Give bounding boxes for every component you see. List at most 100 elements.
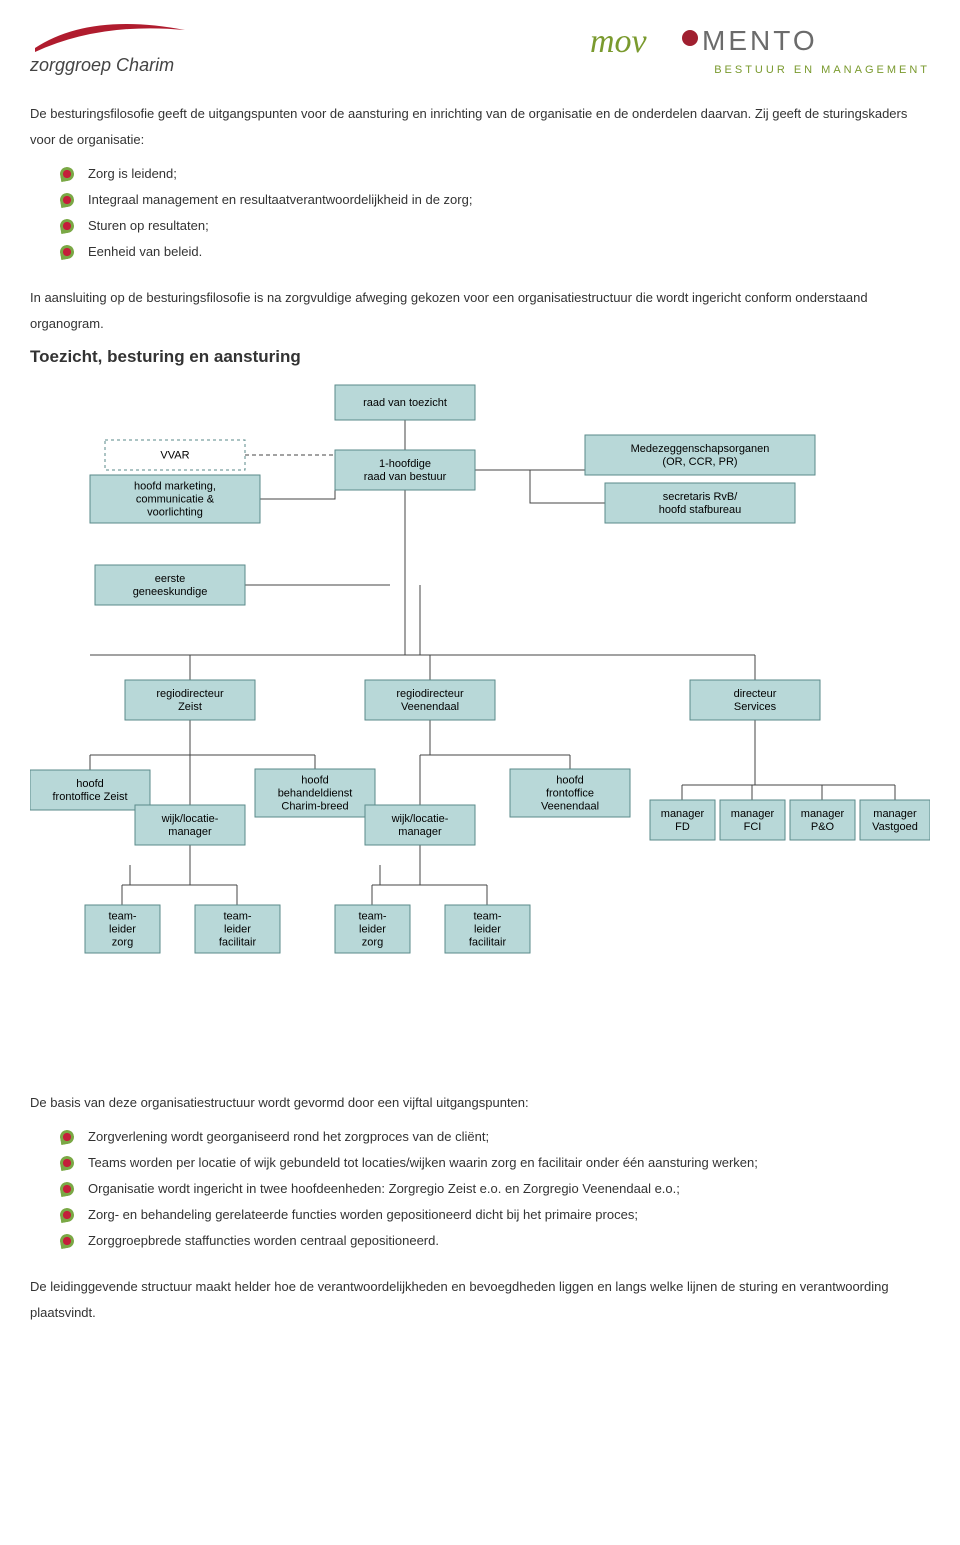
organogram: Toezicht, besturing en aansturing raad v… [30,347,930,1065]
list-item: Zorgverlening wordt georganiseerd rond h… [60,1124,930,1150]
logo-right-tag: BESTUUR EN MANAGEMENT [590,64,930,76]
para-closing: De leidinggevende structuur maakt helder… [30,1274,930,1326]
list-item: Zorg- en behandeling gerelateerde functi… [60,1202,930,1228]
organogram-svg: raad van toezicht VVAR hoofd marketing,com… [30,375,930,1065]
org-node-wlm1: wijk/locatie-manager [135,805,245,845]
org-node-rdz: regiodirecteurZeist [125,680,255,720]
svg-text:secretaris RvB/: secretaris RvB/ [663,491,739,503]
para-intro-2: In aansluiting op de besturingsfilosofie… [30,285,930,337]
org-node-ds: directeurServices [690,680,820,720]
organogram-title: Toezicht, besturing en aansturing [30,347,930,367]
movimento-wordmark-icon: mov MENTO [590,20,930,62]
svg-text:leider: leider [224,924,251,936]
svg-text:behandeldienst: behandeldienst [278,788,353,800]
list-item: Sturen op resultaten; [60,213,930,239]
svg-text:zorg: zorg [362,937,383,949]
svg-text:manager: manager [168,826,212,838]
svg-text:Services: Services [734,701,777,713]
svg-text:FD: FD [675,821,690,833]
svg-text:Charim-breed: Charim-breed [281,801,348,813]
svg-text:mov: mov [590,23,648,60]
svg-text:Veenendaal: Veenendaal [541,801,599,813]
page: zorggroep Charim mov MENTO BESTUUR EN MA… [0,0,960,1364]
svg-text:hoofd: hoofd [76,778,104,790]
svg-text:directeur: directeur [734,688,777,700]
svg-text:Medezeggenschapsorganen: Medezeggenschapsorganen [631,443,770,455]
org-node-mvg: managerVastgoed [860,800,930,840]
para-basis: De basis van deze organisatiestructuur w… [30,1090,930,1116]
org-node-tlz2: team-leiderzorg [335,905,410,953]
svg-text:VVAR: VVAR [160,450,189,462]
svg-text:regiodirecteur: regiodirecteur [396,688,464,700]
list-item: Eenheid van beleid. [60,239,930,265]
svg-text:communicatie &: communicatie & [136,494,215,506]
bullet-list-1: Zorg is leidend; Integraal management en… [60,161,930,265]
svg-text:hoofd: hoofd [301,775,329,787]
svg-text:wijk/locatie-: wijk/locatie- [161,813,219,825]
list-item: Teams worden per locatie of wijk gebunde… [60,1150,930,1176]
svg-text:geneeskundige: geneeskundige [133,586,208,598]
org-node-hfv: hoofdfrontofficeVeenendaal [510,769,630,817]
org-node-mzo: Medezeggenschapsorganen(OR, CCR, PR) [585,435,815,475]
svg-text:frontoffice Zeist: frontoffice Zeist [53,791,128,803]
svg-text:(OR, CCR, PR): (OR, CCR, PR) [662,456,737,468]
org-node-hmk: hoofd marketing,communicatie &voorlichti… [90,475,260,523]
svg-text:facilitair: facilitair [469,937,507,949]
svg-text:hoofd: hoofd [556,775,584,787]
svg-text:manager: manager [801,808,845,820]
list-item: Zorggroepbrede staffuncties worden centr… [60,1228,930,1254]
svg-text:manager: manager [398,826,442,838]
svg-text:team-: team- [473,911,501,923]
svg-text:regiodirecteur: regiodirecteur [156,688,224,700]
org-node-tlf2: team-leiderfacilitair [445,905,530,953]
logo-zorggroep-charim: zorggroep Charim [30,20,190,76]
org-node-hbd: hoofdbehandeldienstCharim-breed [255,769,375,817]
svg-text:team-: team- [108,911,136,923]
svg-text:eerste: eerste [155,573,186,585]
logo-left-text: zorggroep Charim [30,55,190,76]
header: zorggroep Charim mov MENTO BESTUUR EN MA… [30,20,930,76]
bullet-list-2: Zorgverlening wordt georganiseerd rond h… [60,1124,930,1254]
svg-text:facilitair: facilitair [219,937,257,949]
svg-text:P&O: P&O [811,821,835,833]
svg-text:frontoffice: frontoffice [546,788,594,800]
svg-text:zorg: zorg [112,937,133,949]
list-item: Zorg is leidend; [60,161,930,187]
svg-text:wijk/locatie-: wijk/locatie- [391,813,449,825]
list-item: Organisatie wordt ingericht in twee hoof… [60,1176,930,1202]
swoosh-icon [30,20,190,55]
org-node-mfd: managerFD [650,800,715,840]
svg-text:manager: manager [731,808,775,820]
para-intro-1: De besturingsfilosofie geeft de uitgangs… [30,101,930,153]
svg-text:hoofd stafbureau: hoofd stafbureau [659,504,742,516]
svg-text:Veenendaal: Veenendaal [401,701,459,713]
svg-text:team-: team- [223,911,251,923]
svg-text:raad van toezicht: raad van toezicht [363,397,447,409]
svg-text:1-hoofdige: 1-hoofdige [379,458,431,470]
org-node-mpo: managerP&O [790,800,855,840]
org-node-tlf1: team-leiderfacilitair [195,905,280,953]
svg-text:FCI: FCI [744,821,762,833]
org-node-vvar: VVAR [105,440,245,470]
org-node-rvt: raad van toezicht [335,385,475,420]
org-node-secr: secretaris RvB/hoofd stafbureau [605,483,795,523]
svg-text:team-: team- [358,911,386,923]
org-node-eg: eerstegeneeskundige [95,565,245,605]
org-node-rvb: 1-hoofdigeraad van bestuur [335,450,475,490]
svg-text:Zeist: Zeist [178,701,202,713]
svg-text:manager: manager [661,808,705,820]
svg-text:manager: manager [873,808,917,820]
org-node-hfz: hoofdfrontoffice Zeist [30,770,150,810]
svg-text:leider: leider [109,924,136,936]
svg-text:leider: leider [359,924,386,936]
svg-text:MENTO: MENTO [702,25,818,56]
org-node-wlm2: wijk/locatie-manager [365,805,475,845]
svg-text:voorlichting: voorlichting [147,507,203,519]
svg-text:Vastgoed: Vastgoed [872,821,918,833]
org-node-mfci: managerFCI [720,800,785,840]
list-item: Integraal management en resultaatverantw… [60,187,930,213]
svg-text:raad van bestuur: raad van bestuur [364,471,447,483]
org-node-tlz1: team-leiderzorg [85,905,160,953]
svg-text:leider: leider [474,924,501,936]
logo-movimento: mov MENTO BESTUUR EN MANAGEMENT [590,20,930,76]
